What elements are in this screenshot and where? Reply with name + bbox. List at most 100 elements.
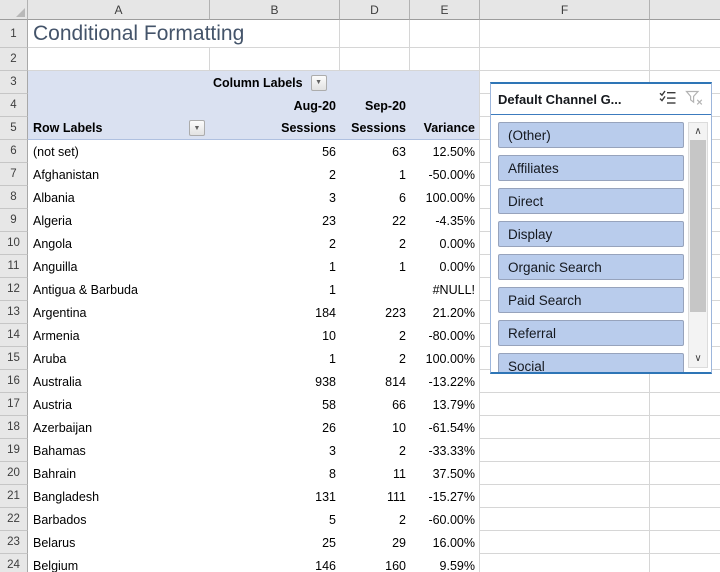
slicer-scrollbar[interactable]: ∧ ∨ — [688, 122, 708, 368]
cell-G2[interactable] — [650, 48, 720, 71]
cell-E7[interactable]: -50.00% — [410, 163, 480, 186]
row-header-21[interactable]: 21 — [0, 485, 28, 508]
cell-A4[interactable] — [28, 94, 210, 117]
column-header-B[interactable]: B — [210, 0, 340, 20]
cell-D19[interactable]: 2 — [399, 443, 406, 458]
row-header-18[interactable]: 18 — [0, 416, 28, 439]
cell-A9[interactable]: Algeria — [33, 213, 72, 228]
row-header-22[interactable]: 22 — [0, 508, 28, 531]
month-header-aug[interactable]: Aug-20 — [210, 94, 340, 117]
clear-filter-button[interactable] — [681, 88, 707, 110]
row-header-9[interactable]: 9 — [0, 209, 28, 232]
cell-A17[interactable]: Austria — [33, 397, 72, 412]
cell-D11[interactable]: 1 — [399, 259, 406, 274]
cell-D6[interactable]: 63 — [392, 144, 406, 159]
row-header-17[interactable]: 17 — [0, 393, 28, 416]
cell-D20[interactable]: 11 — [393, 466, 406, 481]
cell-E24[interactable]: 9.59% — [410, 554, 480, 572]
cell-B2[interactable] — [210, 48, 340, 71]
cell-E10[interactable]: 0.00% — [410, 232, 480, 255]
row-header-14[interactable]: 14 — [0, 324, 28, 347]
cell-G24[interactable] — [650, 554, 720, 572]
cell-A20[interactable]: Bahrain — [33, 466, 77, 481]
cell-E9[interactable]: -4.35% — [410, 209, 480, 232]
slicer-item[interactable]: Social — [498, 353, 684, 372]
cell-F1[interactable] — [480, 20, 650, 48]
cell-F17[interactable] — [480, 393, 650, 416]
row-labels-filter-button[interactable]: ▼ — [189, 120, 205, 136]
cell-D13[interactable]: 223 — [385, 305, 406, 320]
cell-D15[interactable]: 2 — [399, 351, 406, 366]
cell-B8[interactable]: 3 — [329, 190, 336, 205]
cell-A6[interactable]: (not set) — [33, 144, 79, 159]
cell-G18[interactable] — [650, 416, 720, 439]
cell-B24[interactable]: 146 — [315, 558, 336, 572]
cell-G17[interactable] — [650, 393, 720, 416]
cell-E15[interactable]: 100.00% — [410, 347, 480, 370]
cell-A3[interactable] — [28, 71, 210, 94]
cell-E1[interactable] — [410, 20, 480, 48]
cell-B6[interactable]: 56 — [322, 144, 336, 159]
row-header-3[interactable]: 3 — [0, 71, 28, 94]
cell-A18[interactable]: Azerbaijan — [33, 420, 93, 435]
cell-B1[interactable] — [210, 20, 340, 48]
cell-D21[interactable]: 111 — [386, 489, 406, 504]
cell-G16[interactable] — [650, 370, 720, 393]
cell-A19[interactable]: Bahamas — [33, 443, 86, 458]
cell-D17[interactable]: 66 — [392, 397, 406, 412]
cell-B23[interactable]: 25 — [322, 535, 336, 550]
cell-F22[interactable] — [480, 508, 650, 531]
cell-A1[interactable]: Conditional Formatting — [28, 20, 244, 48]
cell-B17[interactable]: 58 — [322, 397, 336, 412]
cell-A22[interactable]: Barbados — [33, 512, 87, 527]
cell-B21[interactable]: 131 — [315, 489, 336, 504]
row-header-15[interactable]: 15 — [0, 347, 28, 370]
row-header-11[interactable]: 11 — [0, 255, 28, 278]
cell-E13[interactable]: 21.20% — [410, 301, 480, 324]
cell-D22[interactable]: 2 — [399, 512, 406, 527]
cell-B20[interactable]: 8 — [329, 466, 336, 481]
slicer-item[interactable]: Paid Search — [498, 287, 684, 313]
cell-B12[interactable]: 1 — [329, 282, 336, 297]
cell-D9[interactable]: 22 — [392, 213, 406, 228]
cell-D1[interactable] — [340, 20, 410, 48]
cell-D3[interactable] — [340, 71, 410, 94]
cell-E22[interactable]: -60.00% — [410, 508, 480, 531]
variance-header[interactable]: Variance — [410, 117, 480, 140]
cell-F21[interactable] — [480, 485, 650, 508]
row-header-1[interactable]: 1 — [0, 20, 28, 48]
cell-G23[interactable] — [650, 531, 720, 554]
scroll-down-icon[interactable]: ∨ — [694, 353, 702, 364]
row-header-13[interactable]: 13 — [0, 301, 28, 324]
cell-B18[interactable]: 26 — [322, 420, 336, 435]
column-header-A[interactable]: A — [28, 0, 210, 20]
cell-B14[interactable]: 10 — [322, 328, 336, 343]
column-header-G[interactable] — [650, 0, 720, 20]
scroll-up-icon[interactable]: ∧ — [694, 126, 702, 137]
slicer-default-channel-grouping[interactable]: Default Channel G... — [490, 82, 712, 374]
cell-E2[interactable] — [410, 48, 480, 71]
cell-F18[interactable] — [480, 416, 650, 439]
cell-B15[interactable]: 1 — [329, 351, 336, 366]
cell-A16[interactable]: Australia — [33, 374, 82, 389]
cell-E12[interactable]: #NULL! — [410, 278, 480, 301]
scrollbar-track[interactable] — [689, 140, 707, 350]
cell-B11[interactable]: 1 — [329, 259, 336, 274]
cell-B3[interactable]: Column Labels ▼ — [210, 71, 340, 94]
slicer-item[interactable]: Direct — [498, 188, 684, 214]
cell-B7[interactable]: 2 — [329, 167, 336, 182]
cell-E19[interactable]: -33.33% — [410, 439, 480, 462]
row-header-10[interactable]: 10 — [0, 232, 28, 255]
cell-D24[interactable]: 160 — [385, 558, 406, 572]
slicer-item[interactable]: Affiliates — [498, 155, 684, 181]
cell-B10[interactable]: 2 — [329, 236, 336, 251]
cell-B22[interactable]: 5 — [329, 512, 336, 527]
row-header-20[interactable]: 20 — [0, 462, 28, 485]
cell-E20[interactable]: 37.50% — [410, 462, 480, 485]
column-header-D[interactable]: D — [340, 0, 410, 20]
cell-D12[interactable] — [340, 278, 410, 301]
cell-G22[interactable] — [650, 508, 720, 531]
cell-A14[interactable]: Armenia — [33, 328, 80, 343]
cell-A15[interactable]: Aruba — [33, 351, 67, 366]
row-header-5[interactable]: 5 — [0, 117, 28, 140]
